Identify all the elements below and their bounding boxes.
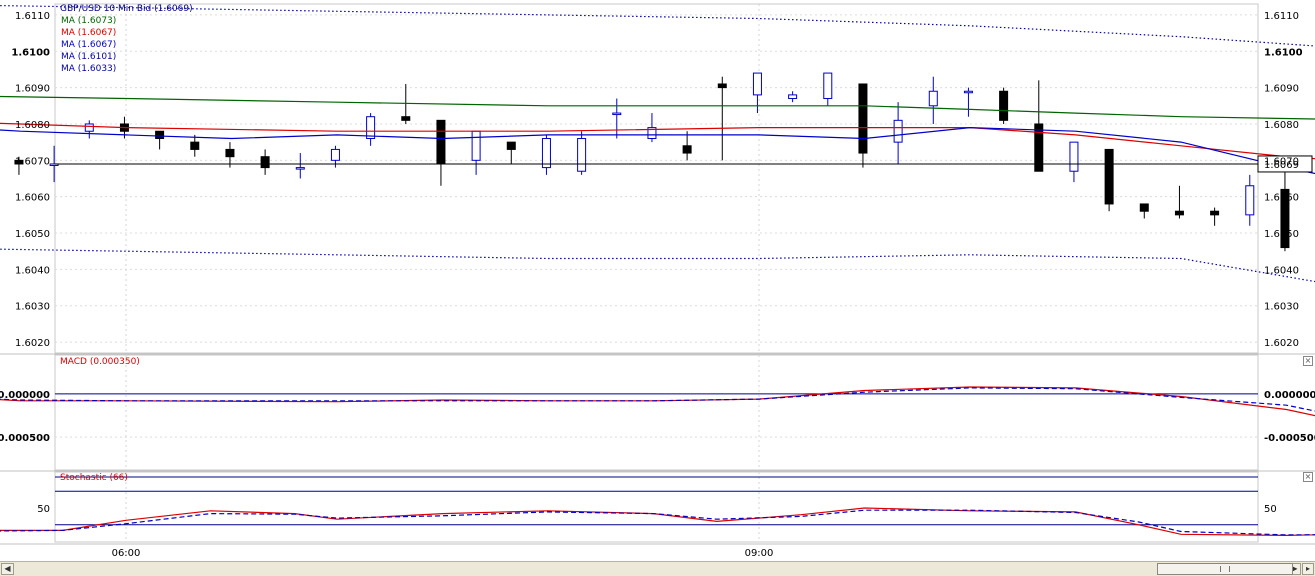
price-y-tick-left: 1.6100 [11, 47, 50, 58]
candle-down [1034, 123, 1044, 172]
candle-down [1210, 210, 1220, 216]
candle-down [260, 156, 270, 169]
macd-y-tick-right: 0.000000 [1264, 390, 1315, 401]
price-y-tick-right: 1.6020 [1264, 338, 1299, 349]
horizontal-scrollbar[interactable]: ◀ ▶ ▸ [0, 561, 1315, 576]
price-panel-frame [54, 3, 1259, 354]
time-x-tick: 06:00 [112, 548, 141, 559]
price-y-tick-right: 1.6060 [1264, 193, 1299, 204]
macd-title: MACD (0.000350) [60, 357, 140, 367]
candle-down [682, 145, 692, 154]
macd-panel-frame [54, 354, 1259, 471]
price-y-tick-left: 1.6080 [15, 120, 50, 131]
legend-entry-3: MA (1.6101) [61, 52, 116, 62]
price-y-tick-right: 1.6080 [1264, 120, 1299, 131]
candle-up [752, 72, 762, 96]
stochastic-series-1 [0, 509, 1315, 536]
candle-down [155, 130, 165, 140]
scrollbar-thumb[interactable] [1157, 563, 1293, 575]
price-y-tick-left: 1.6020 [15, 338, 50, 349]
candle-down [717, 83, 727, 89]
macd-close-icon[interactable]: × [1303, 356, 1313, 366]
price-y-tick-left: 1.6070 [15, 156, 50, 167]
candle-up [1069, 141, 1079, 172]
macd-y-tick-left: 0.000000 [0, 390, 50, 401]
price-y-tick-right: 1.6030 [1264, 302, 1299, 313]
candle-down [858, 83, 868, 154]
candle-down [506, 141, 516, 150]
candle-up [330, 148, 340, 161]
stochastic-title: Stochastic (66) [60, 473, 128, 483]
candle-down [190, 141, 200, 150]
price-y-tick-left: 1.6030 [15, 302, 50, 313]
candle-down [1139, 203, 1149, 212]
candle-up [612, 112, 622, 116]
candle-up [647, 127, 657, 140]
legend-entry-1: MA (1.6067) [61, 28, 116, 38]
candle-up [823, 72, 833, 100]
candle-down [14, 159, 24, 165]
price-y-tick-right: 1.6040 [1264, 265, 1299, 276]
candle-down [436, 119, 446, 165]
candle-up [366, 116, 376, 140]
last-price-label: 1.6069 [1264, 160, 1299, 171]
stochastic-y-tick-right: 50 [1264, 504, 1277, 515]
candle-down [999, 90, 1009, 121]
candle-down [1174, 210, 1184, 216]
candle-up [471, 130, 481, 161]
moving-average-line-0 [0, 95, 1315, 120]
scroll-end-icon[interactable]: ▸ [1302, 563, 1314, 575]
price-y-tick-left: 1.6090 [15, 84, 50, 95]
candle-up [577, 138, 587, 172]
price-y-tick-left: 1.6040 [15, 265, 50, 276]
candle-down [401, 116, 411, 121]
candle-up [928, 90, 938, 107]
macd-series-0 [0, 386, 1315, 417]
time-x-tick: 09:00 [745, 548, 774, 559]
chart-title: GBP/USD 10 Min Bid (1.6069) [60, 4, 193, 14]
candle-down [1104, 148, 1114, 205]
candle-up [84, 123, 94, 132]
price-y-tick-right: 1.6110 [1264, 11, 1299, 22]
candle-up [295, 167, 305, 170]
price-y-tick-right: 1.6090 [1264, 84, 1299, 95]
price-y-tick-right: 1.6100 [1264, 47, 1303, 58]
stochastic-y-tick-left: 50 [37, 504, 50, 515]
stochastic-panel-frame [54, 471, 1259, 543]
price-y-tick-left: 1.6050 [15, 229, 50, 240]
candle-down [225, 148, 235, 158]
stochastic-close-icon[interactable]: × [1303, 472, 1313, 482]
candle-up [1245, 185, 1255, 216]
legend-entry-4: MA (1.6033) [61, 64, 116, 74]
scrollbar-grip-icon [1220, 566, 1230, 572]
price-y-tick-right: 1.6050 [1264, 229, 1299, 240]
legend-entry-2: MA (1.6067) [61, 40, 116, 50]
candle-down [1280, 188, 1290, 249]
legend-entry-0: MA (1.6073) [61, 16, 116, 26]
candle-up [541, 138, 551, 169]
price-y-tick-right: 1.6070 [1264, 156, 1299, 167]
candle-up [49, 163, 59, 166]
moving-average-line-2 [0, 126, 1315, 175]
macd-y-tick-right: -0.000500 [1264, 433, 1315, 444]
moving-average-line-1 [0, 122, 1315, 160]
price-y-tick-left: 1.6060 [15, 193, 50, 204]
scroll-left-arrow-icon[interactable]: ◀ [1, 563, 14, 575]
candle-up [893, 119, 903, 143]
price-y-tick-left: 1.6110 [15, 11, 50, 22]
candle-up [963, 90, 973, 94]
last-price-box [1257, 155, 1313, 173]
stochastic-series-0 [0, 507, 1315, 537]
macd-y-tick-left: -0.000500 [0, 433, 50, 444]
candle-up [788, 94, 798, 100]
